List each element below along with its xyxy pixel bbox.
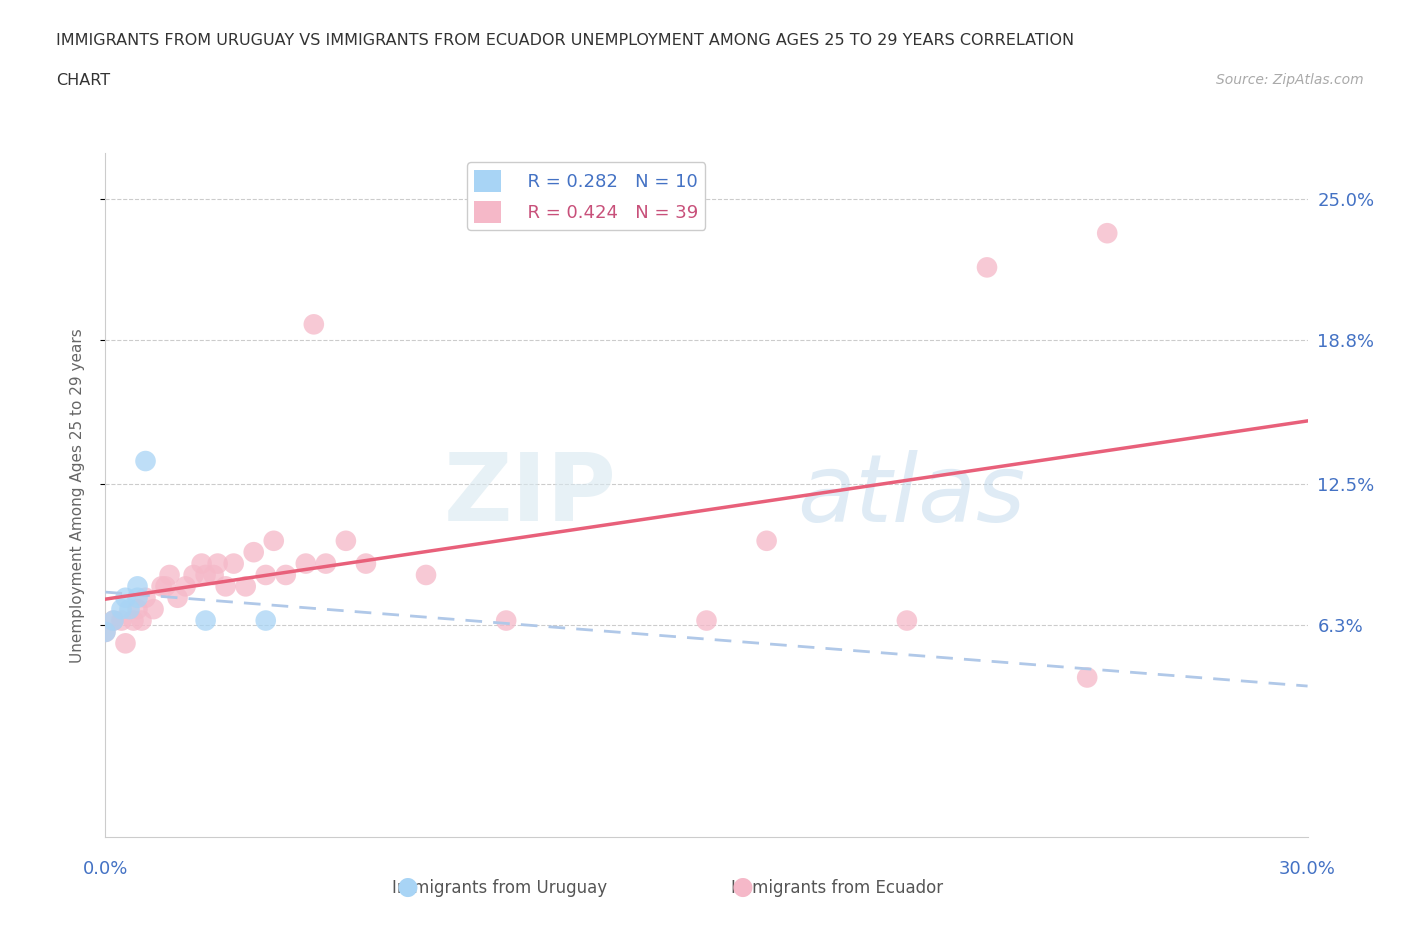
- Point: [131, 613, 153, 628]
- Point: [235, 578, 257, 594]
- Point: [214, 578, 236, 594]
- Point: [354, 556, 377, 571]
- Point: [103, 613, 125, 628]
- Point: [94, 625, 117, 640]
- Point: [150, 578, 173, 594]
- Point: [274, 567, 297, 582]
- Point: [415, 567, 437, 582]
- Point: [127, 602, 149, 617]
- Text: ●: ●: [731, 875, 754, 899]
- Point: [127, 578, 149, 594]
- Point: [114, 591, 136, 605]
- Text: CHART: CHART: [56, 73, 110, 87]
- Point: [122, 613, 145, 628]
- Point: [295, 556, 318, 571]
- Point: [94, 625, 117, 640]
- Point: [110, 613, 132, 628]
- Point: [135, 591, 157, 605]
- Point: [207, 556, 229, 571]
- Point: [194, 613, 217, 628]
- Point: [159, 567, 181, 582]
- Point: [183, 567, 205, 582]
- Point: [202, 567, 225, 582]
- Point: [118, 602, 141, 617]
- Point: [142, 602, 165, 617]
- Point: [222, 556, 245, 571]
- Point: [263, 534, 285, 549]
- Point: [254, 567, 277, 582]
- Y-axis label: Unemployment Among Ages 25 to 29 years: Unemployment Among Ages 25 to 29 years: [70, 328, 84, 662]
- Text: ●: ●: [396, 875, 419, 899]
- Point: [190, 556, 212, 571]
- Point: [174, 578, 197, 594]
- Point: [1097, 226, 1119, 241]
- Legend:   R = 0.282   N = 10,   R = 0.424   N = 39: R = 0.282 N = 10, R = 0.424 N = 39: [467, 163, 706, 230]
- Point: [495, 613, 517, 628]
- Point: [110, 602, 132, 617]
- Text: Source: ZipAtlas.com: Source: ZipAtlas.com: [1216, 73, 1364, 86]
- Point: [242, 545, 264, 560]
- Point: [103, 613, 125, 628]
- Point: [135, 454, 157, 469]
- Text: IMMIGRANTS FROM URUGUAY VS IMMIGRANTS FROM ECUADOR UNEMPLOYMENT AMONG AGES 25 TO: IMMIGRANTS FROM URUGUAY VS IMMIGRANTS FR…: [56, 33, 1074, 47]
- Point: [696, 613, 718, 628]
- Point: [194, 567, 217, 582]
- Text: 30.0%: 30.0%: [1279, 860, 1336, 878]
- Point: [896, 613, 918, 628]
- Text: 0.0%: 0.0%: [83, 860, 128, 878]
- Point: [976, 260, 998, 275]
- Point: [1076, 671, 1098, 685]
- Point: [254, 613, 277, 628]
- Text: Immigrants from Ecuador: Immigrants from Ecuador: [731, 879, 942, 897]
- Text: Immigrants from Uruguay: Immigrants from Uruguay: [391, 879, 607, 897]
- Point: [166, 591, 188, 605]
- Point: [127, 591, 149, 605]
- Point: [155, 578, 177, 594]
- Point: [315, 556, 337, 571]
- Point: [755, 534, 778, 549]
- Point: [114, 636, 136, 651]
- Text: ZIP: ZIP: [443, 449, 616, 541]
- Point: [335, 534, 357, 549]
- Point: [302, 317, 325, 332]
- Text: atlas: atlas: [797, 450, 1025, 540]
